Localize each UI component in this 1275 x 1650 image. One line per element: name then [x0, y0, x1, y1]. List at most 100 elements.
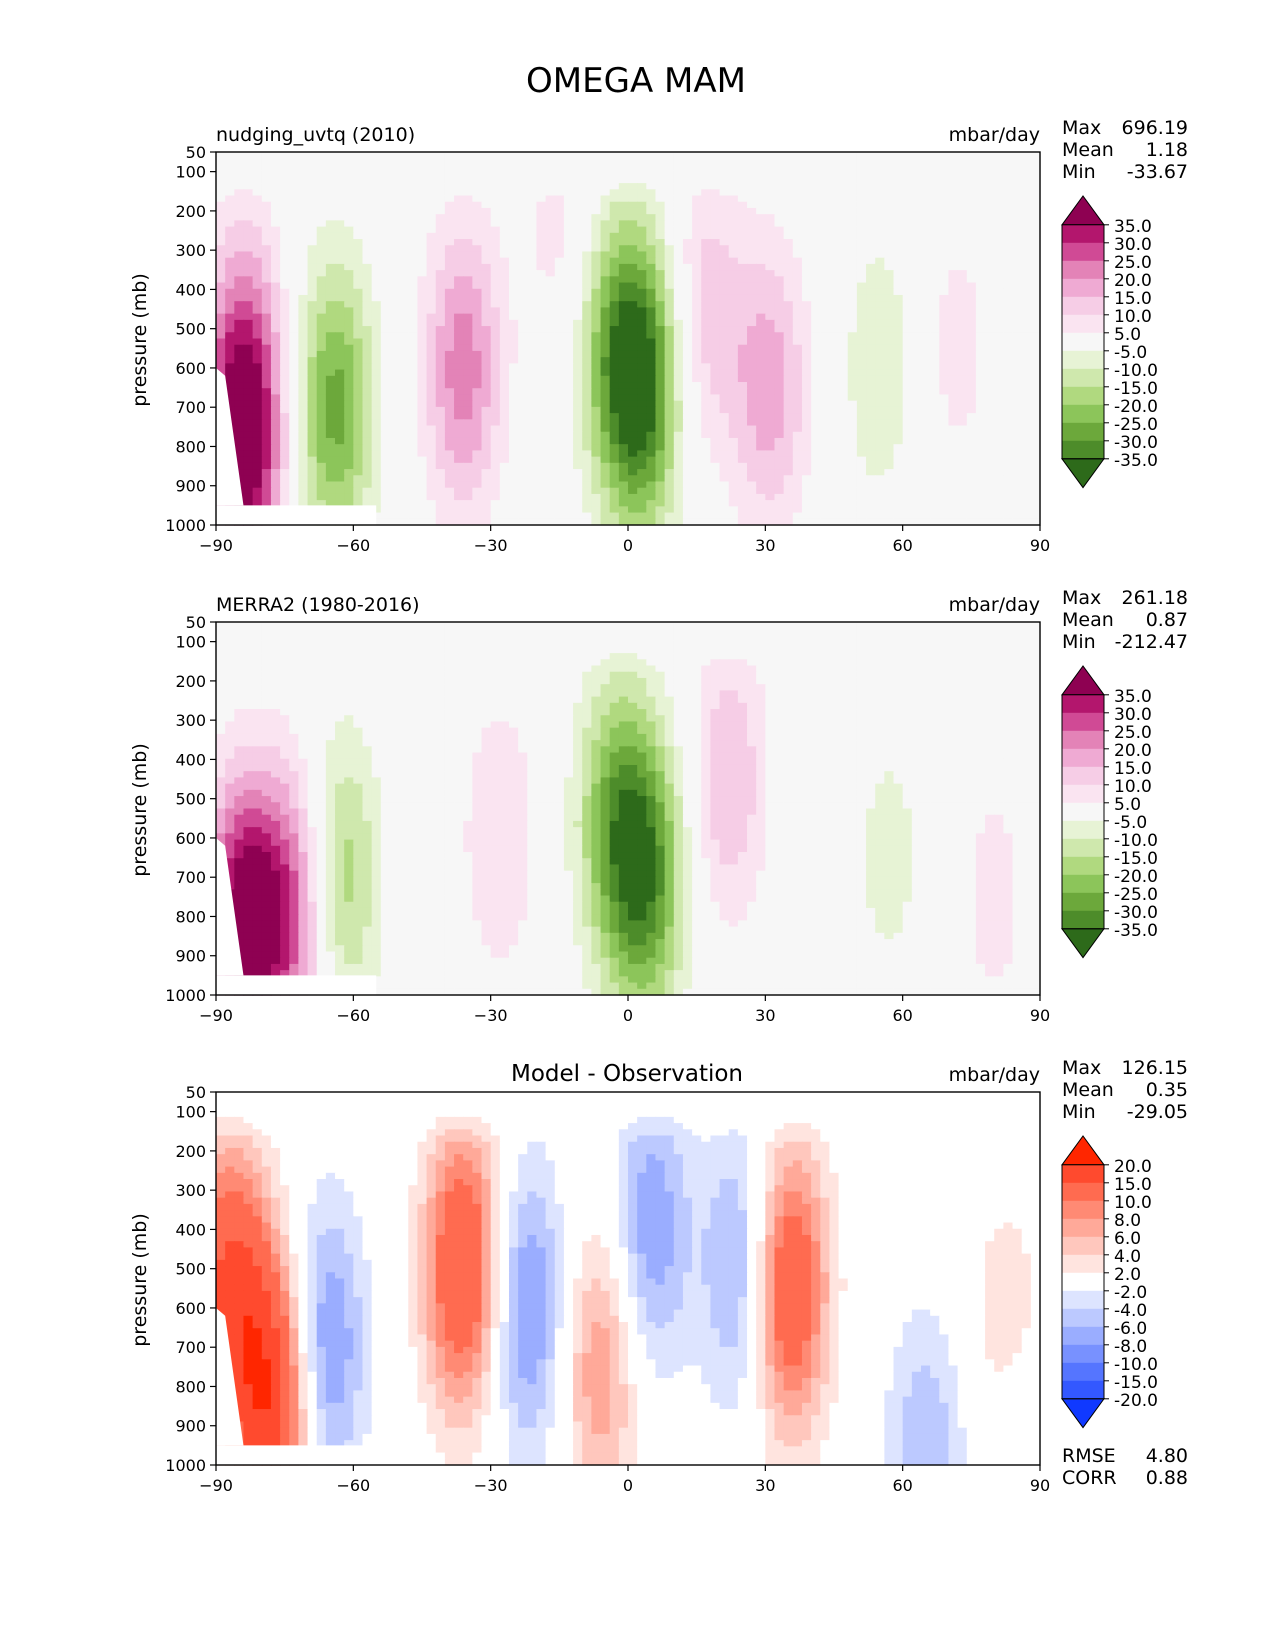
- field-cell: [472, 251, 483, 259]
- field-cell: [454, 332, 464, 340]
- field-cell: [884, 170, 895, 178]
- field-cell: [600, 301, 611, 309]
- field-cell: [765, 413, 776, 420]
- field-cell: [518, 183, 528, 190]
- field-cell: [893, 444, 904, 451]
- field-cell: [234, 276, 245, 284]
- field-cell: [628, 263, 638, 271]
- field-cell: [527, 400, 538, 408]
- field-cell: [371, 288, 382, 296]
- field-cell: [875, 207, 885, 215]
- field-cell: [609, 394, 620, 402]
- field-cell: [463, 332, 473, 340]
- field-cell: [472, 301, 483, 309]
- field-cell: [600, 431, 611, 439]
- field-cell: [582, 294, 592, 302]
- field-cell: [719, 406, 730, 414]
- field-cell: [243, 400, 254, 408]
- field-cell: [426, 270, 437, 277]
- field-cell: [948, 400, 959, 408]
- field-cell: [994, 357, 1004, 364]
- field-cell: [609, 257, 620, 265]
- field-cell: [628, 350, 638, 358]
- field-cell: [994, 475, 1004, 483]
- field-cell: [573, 413, 583, 420]
- field-cell: [783, 183, 794, 190]
- field-cell: [655, 239, 666, 246]
- field-cell: [270, 375, 281, 383]
- field-cell: [719, 350, 730, 358]
- field-cell: [307, 232, 318, 240]
- field-cell: [1030, 369, 1041, 377]
- field-cell: [573, 425, 583, 433]
- field-cell: [362, 469, 373, 476]
- field-cell: [261, 251, 272, 259]
- field-cell: [325, 456, 336, 464]
- field-cell: [225, 158, 235, 166]
- field-cell: [829, 214, 840, 221]
- field-cell: [417, 456, 428, 464]
- field-cell: [884, 332, 895, 340]
- field-cell: [225, 201, 235, 209]
- field-cell: [243, 344, 254, 352]
- field-cell: [280, 469, 290, 476]
- field-cell: [637, 357, 647, 364]
- field-cell: [563, 357, 574, 364]
- field-cell: [719, 195, 730, 203]
- field-cell: [920, 270, 931, 277]
- field-cell: [866, 307, 876, 315]
- field-cell: [463, 425, 473, 433]
- field-cell: [536, 419, 547, 427]
- field-cell: [353, 176, 364, 184]
- field-cell: [783, 419, 794, 427]
- field-cell: [829, 270, 840, 277]
- field-cell: [280, 326, 290, 333]
- field-cell: [957, 332, 968, 340]
- field-cell: [454, 344, 464, 352]
- field-cell: [710, 419, 721, 427]
- field-cell: [417, 183, 428, 190]
- field-cell: [930, 431, 940, 439]
- field-cell: [307, 344, 318, 352]
- field-cell: [252, 388, 263, 396]
- field-cell: [801, 350, 812, 358]
- field-cell: [307, 313, 318, 321]
- field-cell: [939, 319, 950, 327]
- field-cell: [508, 288, 519, 296]
- field-cell: [353, 369, 364, 377]
- field-cell: [847, 226, 858, 234]
- field-cell: [1003, 276, 1014, 284]
- field-cell: [975, 419, 986, 427]
- field-cell: [820, 313, 831, 321]
- field-cell: [957, 158, 968, 166]
- field-cell: [499, 413, 510, 420]
- field-cell: [692, 338, 702, 346]
- field-cell: [563, 232, 574, 240]
- field-cell: [490, 152, 501, 159]
- field-cell: [719, 152, 730, 159]
- field-cell: [289, 363, 299, 371]
- field-cell: [481, 183, 492, 190]
- field-cell: [838, 462, 849, 470]
- field-cell: [600, 363, 611, 371]
- field-cell: [380, 481, 391, 489]
- field-cell: [911, 357, 922, 364]
- field-cell: [481, 437, 492, 445]
- field-cell: [856, 388, 867, 396]
- field-cell: [994, 319, 1004, 327]
- field-cell: [975, 382, 986, 389]
- field-cell: [783, 207, 794, 215]
- field-cell: [994, 201, 1004, 209]
- field-cell: [353, 195, 364, 203]
- field-cell: [243, 313, 254, 321]
- field-cell: [820, 394, 831, 402]
- field-cell: [875, 462, 885, 470]
- field-cell: [582, 189, 592, 197]
- field-cell: [582, 195, 592, 203]
- field-cell: [801, 245, 812, 253]
- field-cell: [994, 214, 1004, 221]
- field-cell: [838, 357, 849, 364]
- field-cell: [637, 251, 647, 259]
- field-cell: [463, 282, 473, 290]
